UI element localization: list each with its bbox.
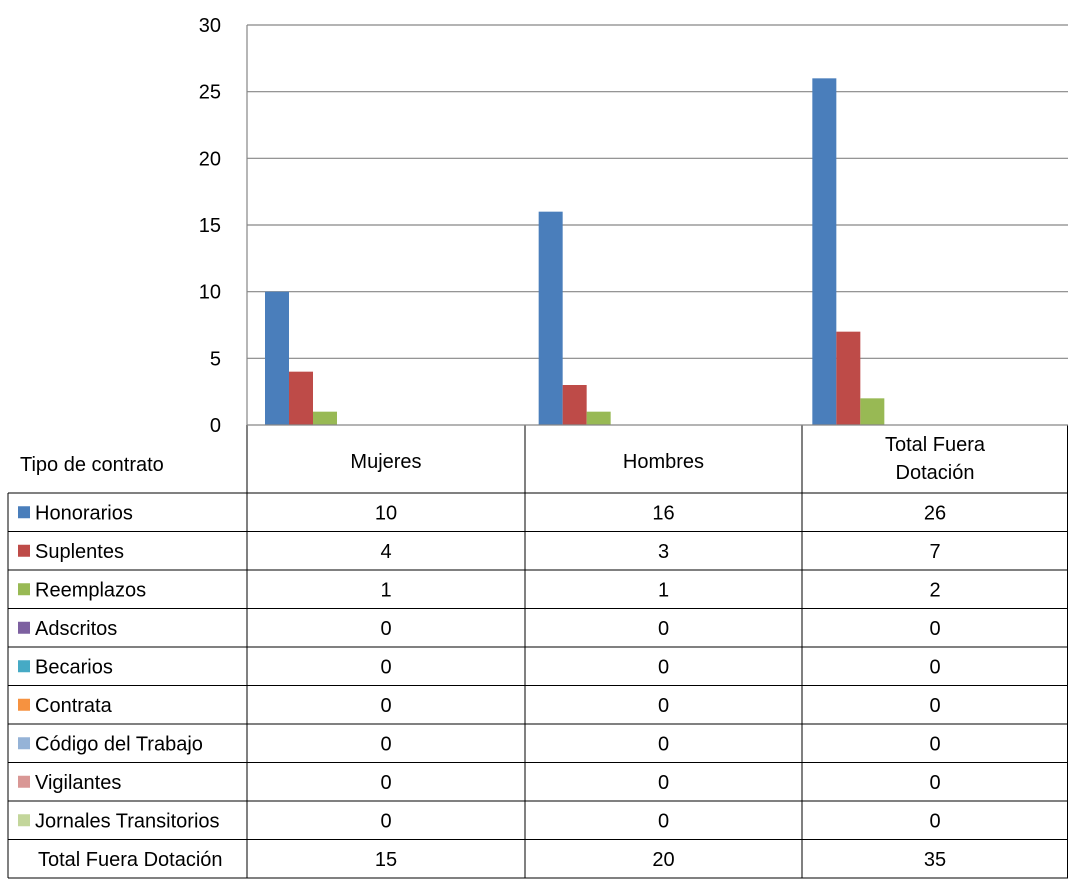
legend-label: Honorarios: [35, 502, 133, 524]
data-label: 0: [929, 618, 940, 640]
legend-swatch: [18, 698, 30, 711]
legend-swatch: [18, 660, 30, 673]
bar: [538, 211, 563, 425]
total-value: 35: [924, 849, 946, 871]
y-tick-label: 10: [199, 282, 221, 304]
bar: [562, 385, 587, 425]
table-header-label: Tipo de contrato: [20, 454, 164, 476]
legend-label: Suplentes: [35, 541, 124, 563]
bar: [836, 331, 861, 425]
y-tick-label: 20: [199, 148, 221, 170]
data-label: 2: [929, 579, 940, 601]
data-label: 10: [375, 502, 397, 524]
y-tick-label: 15: [199, 215, 221, 237]
data-label: 0: [380, 618, 391, 640]
data-label: 0: [929, 772, 940, 794]
data-label: 1: [380, 579, 391, 601]
legend-swatch: [18, 544, 30, 557]
legend-swatch: [18, 737, 30, 750]
bar: [313, 411, 337, 425]
legend-label: Jornales Transitorios: [35, 810, 220, 832]
data-label: 3: [658, 541, 669, 563]
x-category-label: Total Fuera: [885, 434, 986, 456]
y-tick-label: 5: [210, 348, 221, 370]
bar: [860, 398, 885, 425]
data-label: 0: [658, 733, 669, 755]
x-category-label: Hombres: [623, 451, 704, 473]
total-row-label: Total Fuera Dotación: [38, 849, 223, 871]
data-table: Tipo de contrato Mujeres Hombres Total Fuer…: [7, 424, 1068, 879]
data-label: 0: [929, 695, 940, 717]
legend-label: Código del Trabajo: [35, 733, 203, 755]
data-label: 0: [380, 810, 391, 832]
data-label: 0: [658, 656, 669, 678]
data-label: 7: [929, 541, 940, 563]
gridlines: [247, 24, 1068, 359]
data-label: 0: [929, 656, 940, 678]
data-label: 0: [658, 772, 669, 794]
legend-swatch: [18, 506, 30, 519]
data-label: 1: [658, 579, 669, 601]
y-tick-label: 0: [210, 415, 221, 437]
data-label: 0: [380, 733, 391, 755]
data-label: 26: [924, 502, 946, 524]
legend-label: Becarios: [35, 656, 113, 678]
data-label: 0: [380, 695, 391, 717]
bars: [265, 78, 885, 425]
x-category-label: Dotación: [896, 462, 975, 484]
data-label: 16: [652, 502, 674, 524]
legend-swatch: [18, 775, 30, 788]
bar: [812, 78, 837, 425]
legend-label: Reemplazos: [35, 579, 146, 601]
data-label: 0: [929, 733, 940, 755]
data-label: 0: [380, 772, 391, 794]
bar: [289, 371, 313, 425]
data-label: 0: [929, 810, 940, 832]
legend-swatch: [18, 621, 30, 634]
y-tick-label: 25: [199, 82, 221, 104]
x-category-label: Mujeres: [350, 451, 421, 473]
legend-label: Vigilantes: [35, 772, 121, 794]
data-label: 0: [380, 656, 391, 678]
bar: [586, 411, 611, 425]
legend-label: Contrata: [35, 695, 113, 717]
legend-swatch: [18, 583, 30, 596]
data-label: 0: [658, 810, 669, 832]
data-label: 4: [380, 541, 391, 563]
legend-swatch: [18, 814, 30, 827]
bar: [265, 291, 289, 425]
data-label: 0: [658, 618, 669, 640]
y-tick-label: 30: [199, 15, 221, 37]
total-value: 15: [375, 849, 397, 871]
total-value: 20: [652, 849, 674, 871]
data-label: 0: [658, 695, 669, 717]
legend-label: Adscritos: [35, 618, 117, 640]
y-axis: 0 5 10 15 20 25 30: [199, 15, 248, 437]
